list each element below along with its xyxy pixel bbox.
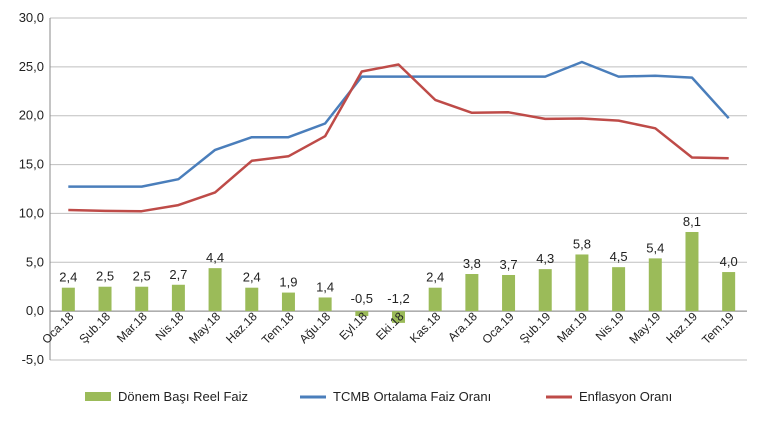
- bar: [61, 287, 75, 312]
- x-tick-label: Nis.19: [593, 309, 627, 343]
- y-axis: -5,0 0,0 5,0 10,0 15,0 20,0 25,0 30,0: [19, 10, 44, 367]
- bar-data-label: 8,1: [683, 214, 701, 229]
- bar-data-label: 4,5: [610, 249, 628, 264]
- bar: [392, 311, 405, 323]
- legend-label: Dönem Başı Reel Faiz: [118, 389, 248, 404]
- x-tick-label: Ara.18: [445, 309, 480, 344]
- x-tick-label: Şub.18: [76, 309, 113, 346]
- legend: Dönem Başı Reel Faiz TCMB Ortalama Faiz O…: [85, 389, 672, 404]
- bar-data-label: -0,5: [351, 291, 373, 306]
- x-tick-label: Şub.19: [517, 309, 554, 346]
- x-tick-label: May.19: [626, 309, 663, 346]
- bar: [722, 272, 736, 312]
- legend-label: Enflasyon Oranı: [579, 389, 672, 404]
- legend-swatch-bar: [85, 392, 111, 401]
- x-tick-label: Oca.18: [39, 309, 76, 346]
- bar: [135, 286, 149, 312]
- bar-data-label: 2,5: [96, 269, 114, 284]
- data-labels: 2,4 2,5 2,5 2,7 4,4 2,4 1,9 1,4 -0,5 -1,2 2,4 3,8 3,…: [59, 214, 737, 306]
- series-line: [68, 60, 730, 188]
- bar: [171, 284, 185, 312]
- x-tick-label: Kas.18: [407, 309, 444, 346]
- bar-data-label: 4,0: [720, 254, 738, 269]
- x-tick-label: Oca.19: [479, 309, 516, 346]
- bar-series: [61, 231, 736, 323]
- x-tick-label: May.18: [186, 309, 223, 346]
- x-tick-label: Nis.18: [153, 309, 187, 343]
- x-tick-label: Tem.19: [699, 309, 737, 347]
- bar: [281, 292, 295, 312]
- series-line: [68, 63, 729, 213]
- y-tick-label: 5,0: [26, 254, 44, 269]
- bar-data-label: -1,2: [387, 291, 409, 306]
- bar: [208, 268, 222, 312]
- x-tick-label: Tem.18: [259, 309, 297, 347]
- y-tick-label: 20,0: [19, 108, 44, 123]
- legend-label: TCMB Ortalama Faiz Oranı: [333, 389, 491, 404]
- grid-lines: [49, 17, 747, 361]
- bar-data-label: 2,4: [243, 270, 261, 285]
- x-tick-label: Mar.19: [554, 309, 590, 345]
- bar: [98, 286, 112, 312]
- bar: [538, 269, 552, 312]
- y-tick-label: 15,0: [19, 157, 44, 172]
- bar-data-label: 1,4: [316, 279, 334, 294]
- bar-data-label: 4,4: [206, 250, 224, 265]
- y-tick-label: 0,0: [26, 303, 44, 318]
- bar-data-label: 2,7: [169, 267, 187, 282]
- bar-data-label: 4,3: [536, 251, 554, 266]
- bar: [245, 287, 259, 312]
- x-tick-label: Haz.19: [663, 309, 700, 346]
- bar: [685, 231, 699, 312]
- bar-data-label: 5,8: [573, 236, 591, 251]
- bar: [502, 274, 516, 312]
- x-axis: Oca.18 Şub.18 Mar.18 Nis.18 May.18 Haz.18Tem.…: [39, 309, 737, 347]
- y-tick-label: 30,0: [19, 10, 44, 25]
- y-tick-label: 25,0: [19, 59, 44, 74]
- y-tick-label: -5,0: [22, 352, 44, 367]
- bar: [612, 267, 626, 312]
- bar: [575, 254, 589, 312]
- bar: [465, 274, 479, 312]
- x-tick-label: Ağu.18: [296, 309, 333, 346]
- bar: [648, 258, 662, 312]
- y-tick-label: 10,0: [19, 205, 44, 220]
- bar: [428, 287, 442, 312]
- x-tick-label: Haz.18: [223, 309, 260, 346]
- bar-data-label: 5,4: [646, 240, 664, 255]
- x-tick-label: Mar.18: [114, 309, 150, 345]
- bar-data-label: 3,7: [500, 257, 518, 272]
- bar: [355, 311, 369, 317]
- bar-data-label: 2,5: [133, 269, 151, 284]
- bar-data-label: 2,4: [426, 270, 444, 285]
- bar-data-label: 3,8: [463, 256, 481, 271]
- bar: [318, 297, 332, 312]
- line-series: [68, 60, 730, 213]
- bar-data-label: 1,9: [279, 275, 297, 290]
- bar-data-label: 2,4: [59, 270, 77, 285]
